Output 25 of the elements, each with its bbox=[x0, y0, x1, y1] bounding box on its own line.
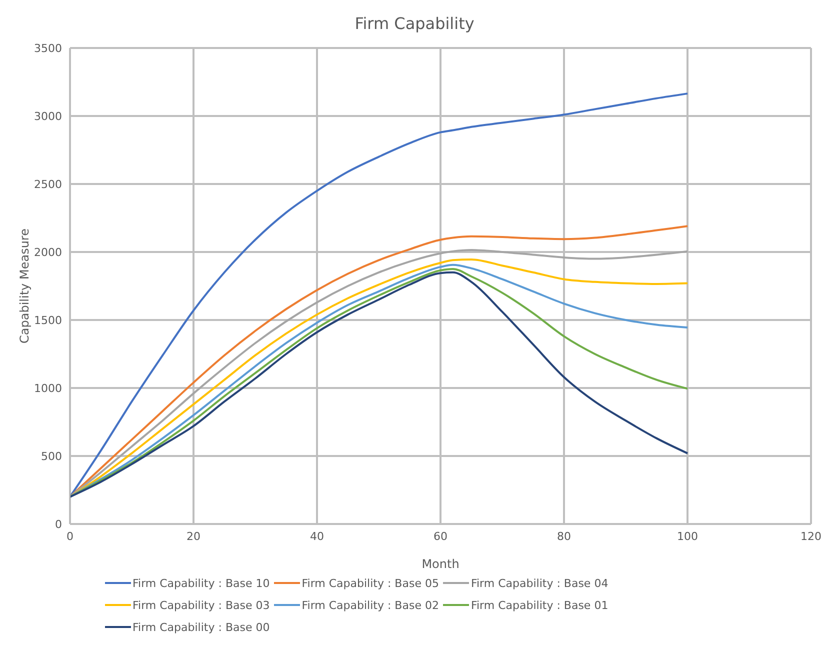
y-tick-label: 1500 bbox=[34, 314, 62, 327]
legend-label: Firm Capability : Base 04 bbox=[470, 576, 608, 590]
x-tick-label: 80 bbox=[557, 530, 571, 543]
x-tick-label: 60 bbox=[434, 530, 448, 543]
y-tick-label: 3500 bbox=[34, 42, 62, 55]
x-tick-label: 20 bbox=[186, 530, 200, 543]
y-axis-title: Capability Measure bbox=[17, 228, 32, 344]
y-tick-label: 1000 bbox=[34, 382, 62, 395]
y-tick-label: 2000 bbox=[34, 246, 62, 259]
legend-label: Firm Capability : Base 02 bbox=[302, 598, 439, 612]
legend-label: Firm Capability : Base 01 bbox=[470, 598, 608, 612]
x-tick-label: 120 bbox=[800, 530, 822, 543]
legend-label: Firm Capability : Base 05 bbox=[302, 576, 439, 590]
chart-title: Firm Capability bbox=[354, 13, 476, 35]
y-tick-label: 500 bbox=[41, 450, 62, 463]
x-axis-title: Month bbox=[422, 557, 460, 571]
legend-label: Firm Capability : Base 03 bbox=[132, 598, 270, 612]
x-tick-label: 40 bbox=[310, 530, 324, 543]
legend-label: Firm Capability : Base 00 bbox=[132, 620, 270, 634]
y-tick-label: 0 bbox=[55, 518, 62, 531]
y-tick-label: 3000 bbox=[34, 110, 62, 123]
legend-label: Firm Capability : Base 10 bbox=[132, 576, 270, 590]
x-tick-label: 100 bbox=[677, 530, 698, 543]
y-tick-label: 2500 bbox=[34, 178, 62, 191]
x-tick-label: 0 bbox=[66, 530, 74, 543]
